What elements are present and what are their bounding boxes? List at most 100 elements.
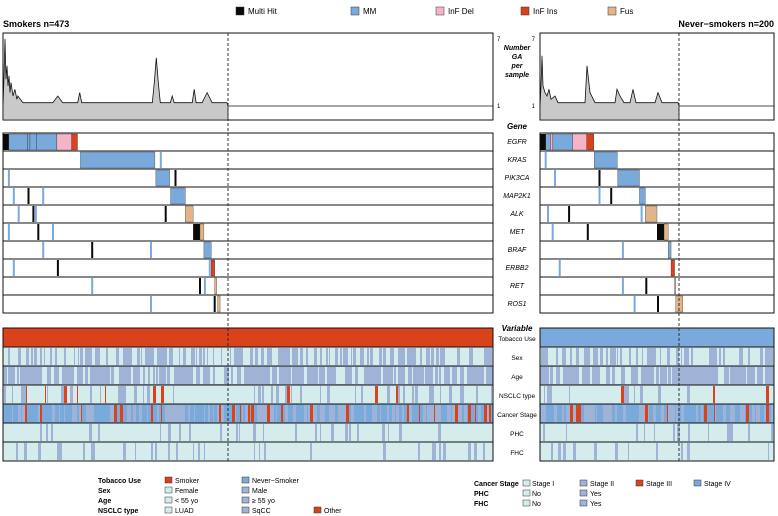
variable-stripe-never-smokers-nsclc-type-8 — [640, 386, 643, 403]
variable-stripe-never-smokers-phc-4 — [654, 424, 655, 441]
variable-stripe-smokers-cancer-stage-69 — [304, 405, 305, 422]
legend-swatch-fus — [607, 6, 617, 16]
variable-stripe-smokers-nsclc-type-25 — [173, 386, 174, 403]
variable-header: Variable — [502, 324, 533, 333]
gene-tick-smokers-ros1-0 — [150, 296, 152, 312]
variable-stripe-never-smokers-sex-17 — [610, 348, 613, 365]
variable-label-tobacco: Tobacco Use — [498, 336, 536, 343]
variable-stripe-never-smokers-cancer-stage-7 — [570, 405, 573, 422]
variable-stripe-smokers-sex-31 — [152, 348, 154, 365]
variable-stripe-smokers-sex-20 — [106, 348, 108, 365]
variable-stripe-smokers-cancer-stage-30 — [157, 405, 159, 422]
variable-stripe-never-smokers-sex-30 — [667, 348, 670, 365]
variable-stripe-smokers-cancer-stage-113 — [478, 405, 481, 422]
variable-stripe-smokers-age-47 — [358, 367, 361, 384]
variable-stripe-smokers-phc-7 — [168, 424, 171, 441]
variable-stripe-smokers-age-45 — [352, 367, 354, 384]
variable-stripe-smokers-age-61 — [464, 367, 467, 384]
variable-stripe-smokers-sex-105 — [440, 348, 442, 365]
legend-label-mm: MM — [363, 7, 377, 16]
variable-stripe-smokers-sex-7 — [50, 348, 52, 365]
variable-stripe-smokers-fhc-12 — [155, 443, 157, 460]
variable-stripe-smokers-sex-75 — [329, 348, 330, 365]
variable-stripe-smokers-cancer-stage-62 — [267, 405, 270, 422]
variable-stripe-smokers-sex-103 — [436, 348, 437, 365]
variable-stripe-smokers-age-52 — [405, 367, 408, 384]
variable-stripe-never-smokers-sex-14 — [597, 348, 598, 365]
variable-stripe-smokers-fhc-20 — [264, 443, 266, 460]
variable-stripe-smokers-fhc-7 — [91, 443, 94, 460]
variable-stripe-smokers-age-56 — [434, 367, 435, 384]
variable-stripe-smokers-sex-100 — [427, 348, 429, 365]
variable-stripe-smokers-sex-48 — [221, 348, 222, 365]
variable-stripe-never-smokers-nsclc-type-10 — [687, 386, 690, 403]
variable-stripe-smokers-cancer-stage-94 — [407, 405, 409, 422]
variable-stripe-never-smokers-cancer-stage-20 — [615, 405, 617, 422]
variable-stripe-smokers-sex-108 — [459, 348, 460, 365]
variable-stripe-never-smokers-sex-10 — [587, 348, 588, 365]
variable-stripe-smokers-cancer-stage-86 — [364, 405, 366, 422]
variable-stripe-smokers-nsclc-type-36 — [320, 386, 321, 403]
variable-stripe-never-smokers-sex-8 — [576, 348, 579, 365]
gene-bar-smokers-egfr-2 — [27, 133, 31, 151]
variable-stripe-never-smokers-age-2 — [560, 367, 563, 384]
variable-stripe-never-smokers-cancer-stage-22 — [625, 405, 626, 422]
variable-stripe-never-smokers-sex-5 — [562, 348, 564, 365]
variable-stripe-smokers-fhc-29 — [474, 443, 477, 460]
gene-tick-smokers-map2k1-1 — [27, 188, 30, 204]
variable-stripe-smokers-sex-4 — [34, 348, 37, 365]
legend-label-stage4: Stage IV — [704, 481, 731, 488]
gene-row-smokers-ret — [2, 276, 494, 296]
variable-stripe-smokers-age-55 — [433, 367, 434, 384]
legend-swatch-stage4 — [693, 479, 702, 487]
variable-stripe-smokers-age-29 — [218, 367, 221, 384]
gene-bar-smokers-ret-0 — [214, 277, 217, 295]
legend-label-fhc-yes: Yes — [590, 501, 602, 508]
variable-stripe-never-smokers-sex-25 — [648, 348, 650, 365]
variable-stripe-smokers-sex-64 — [289, 348, 290, 365]
variable-label-stage: Cancer Stage — [497, 412, 537, 419]
ga-tick-1-left: 1 — [497, 104, 501, 110]
variable-stripe-smokers-cancer-stage-115 — [487, 405, 489, 422]
variable-stripe-never-smokers-phc-5 — [673, 424, 675, 441]
gene-bar-never-smokers-egfr-0 — [540, 134, 546, 150]
variable-stripe-smokers-age-46 — [354, 367, 355, 384]
legend-swatch-luad — [164, 506, 173, 514]
variable-stripe-smokers-cancer-stage-61 — [265, 405, 267, 422]
variable-stripe-smokers-age-1 — [15, 367, 17, 384]
variable-stripe-never-smokers-sex-19 — [617, 348, 618, 365]
variable-stripe-smokers-age-9 — [83, 367, 85, 384]
variable-stripe-smokers-cancer-stage-66 — [281, 405, 283, 422]
variable-stripe-smokers-sex-44 — [199, 348, 202, 365]
variable-stripe-smokers-age-12 — [114, 367, 116, 384]
variable-stripe-smokers-nsclc-type-6 — [45, 386, 46, 403]
variable-stripe-never-smokers-cancer-stage-41 — [714, 405, 715, 422]
variable-stripe-smokers-fhc-30 — [483, 443, 485, 460]
variable-stripe-smokers-age-22 — [170, 367, 171, 384]
variable-stripe-smokers-age-7 — [59, 367, 62, 384]
variable-stripe-smokers-cancer-stage-72 — [309, 405, 310, 422]
gene-bar-never-smokers-met-0 — [657, 224, 665, 240]
variable-stripe-smokers-cancer-stage-59 — [260, 405, 262, 422]
variable-stripe-never-smokers-age-16 — [667, 367, 668, 384]
variable-stripe-smokers-age-17 — [145, 367, 148, 384]
gene-tick-never-smokers-ret-1 — [645, 278, 648, 294]
variable-stripe-never-smokers-cancer-stage-44 — [730, 405, 733, 422]
gene-tick-smokers-ret-1 — [199, 278, 201, 294]
variable-stripe-smokers-sex-15 — [87, 348, 89, 365]
variable-stripe-never-smokers-cancer-stage-14 — [593, 405, 595, 422]
gene-tick-smokers-erbb2-1 — [56, 260, 59, 276]
ga-title-line-2: GA — [512, 54, 523, 61]
variable-row-never-smokers-sex — [539, 346, 775, 367]
legend-label-smoker: Smoker — [175, 478, 200, 485]
variable-stripe-smokers-sex-38 — [179, 348, 180, 365]
gene-bar-never-smokers-egfr-4 — [572, 133, 587, 151]
variable-stripe-never-smokers-cancer-stage-51 — [757, 405, 759, 422]
variable-stripe-never-smokers-sex-43 — [741, 348, 742, 365]
legend-swatch-fhc-yes — [579, 499, 588, 507]
variable-stripe-smokers-sex-49 — [230, 348, 231, 365]
variable-stripe-never-smokers-cancer-stage-15 — [596, 405, 597, 422]
variable-stripe-smokers-age-3 — [42, 367, 44, 384]
variable-stripe-smokers-sex-63 — [286, 348, 289, 365]
variable-stripe-smokers-sex-109 — [469, 348, 471, 365]
